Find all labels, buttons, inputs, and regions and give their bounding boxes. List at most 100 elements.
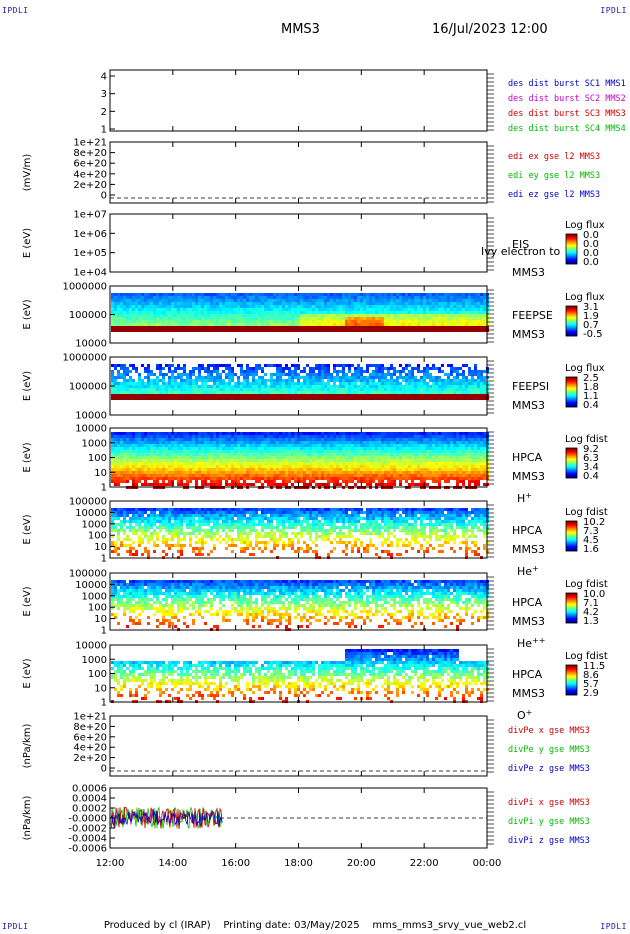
colorbar-swatch [566, 243, 577, 245]
colorbar-swatch [566, 318, 577, 320]
colorbar-swatch [566, 602, 577, 604]
y-tick-label: 1e+05 [73, 248, 107, 259]
colorbar-swatch [566, 308, 577, 310]
legend-entry: edi ex gse l2 MMS3 [508, 152, 600, 162]
colorbar-swatch [566, 463, 577, 465]
colorbar-swatch [566, 451, 577, 453]
colorbar-swatch [566, 462, 577, 464]
y-tick-label: 100000 [69, 382, 107, 393]
spectrogram-panel-4 [111, 293, 489, 332]
colorbar-swatch [566, 328, 577, 330]
colorbar-swatch [566, 247, 577, 249]
y-tick-label: 1e+07 [73, 210, 107, 221]
colorbar-swatch [566, 667, 577, 669]
colorbar-swatch [566, 388, 577, 390]
footer-script: mms_mms3_srvy_vue_web2.cl [372, 920, 527, 931]
colorbar-swatch [566, 327, 577, 329]
y-tick-label: 1000 [82, 591, 107, 602]
y-tick-label: 4e+20 [73, 169, 107, 180]
panel-5: 1000000 100000 10000 E (eV) FEEPSI MMS3 Log fl… [22, 353, 605, 422]
colorbar-swatch [566, 448, 577, 450]
colorbar-swatch [566, 255, 577, 257]
colorbar-swatch [566, 594, 577, 596]
y-axis-label: (mV/m) [22, 154, 33, 192]
y-tick-label: 100 [88, 603, 107, 614]
colorbar-swatch [566, 244, 577, 246]
y-tick-label: 4 [101, 72, 107, 83]
panel-9: 10000 1000 100 10 1 E (eV) HPCA MMS3 O+ Log fdist… [22, 641, 608, 723]
colorbar-swatch [566, 314, 577, 316]
y-tick-label: 1 [101, 554, 107, 565]
colorbar-swatch [566, 383, 577, 385]
colorbar-swatch [566, 542, 577, 544]
x-tick-label: 22:00 [410, 858, 439, 869]
colorbar-swatch [566, 534, 577, 536]
y-axis-label: E (eV) [22, 514, 33, 544]
colorbar-swatch [566, 401, 577, 403]
colorbar-swatch [566, 326, 577, 328]
colorbar-value: 5.7 [583, 679, 599, 690]
colorbar-swatch [566, 387, 577, 389]
spectrogram-panel-5 [111, 364, 489, 400]
colorbar-swatch [566, 242, 577, 244]
colorbar-swatch [566, 390, 577, 392]
colorbar-value: 4.5 [583, 535, 599, 546]
colorbar-swatch [566, 675, 577, 677]
colorbar-swatch [566, 545, 577, 547]
x-tick-label: 20:00 [347, 858, 376, 869]
y-axis-label: E (eV) [22, 658, 33, 688]
colorbar-swatch [566, 693, 577, 695]
colorbar-value: 1.1 [583, 391, 599, 402]
y-tick-label: 8e+20 [73, 148, 107, 159]
colorbar-swatch [566, 466, 577, 468]
colorbar-swatch [566, 261, 577, 263]
y-axis-label: E (eV) [22, 371, 33, 401]
colorbar-swatch [566, 686, 577, 688]
colorbar-value: 0.4 [583, 471, 599, 482]
legend-entry: edi ey gse l2 MMS3 [508, 171, 600, 181]
colorbar-swatch [566, 309, 577, 311]
colorbar-swatch [566, 238, 577, 240]
colorbar-swatch [566, 550, 577, 552]
spacecraft-label: MMS3 [512, 687, 545, 700]
colorbar-swatch [566, 312, 577, 314]
colorbar-swatch [566, 620, 577, 622]
colorbar-swatch [566, 521, 577, 523]
colorbar-swatch [566, 240, 577, 242]
panel-3: 1e+07 1e+06 1e+05 1e+04 E (eV) EIS MMS3 Ivy ele… [22, 210, 605, 280]
colorbar-swatch [566, 665, 577, 667]
colorbar-value: 0.0 [583, 257, 599, 268]
colorbar-swatch [566, 461, 577, 463]
colorbar-value: 0.0 [583, 239, 599, 250]
colorbar-swatch [566, 465, 577, 467]
x-tick-label: 12:00 [96, 858, 125, 869]
colorbar-swatch [566, 694, 577, 696]
colorbar-swatch [566, 616, 577, 618]
footer-producer: Produced by cl (IRAP) [103, 920, 211, 931]
legend-entry: des dist burst SC4 MMS4 [508, 124, 626, 134]
colorbar-swatch [566, 615, 577, 617]
colorbar-swatch [566, 253, 577, 255]
colorbar-value: 7.1 [583, 598, 599, 609]
spacecraft-label: MMS3 [512, 615, 545, 628]
colorbar-swatch [566, 598, 577, 600]
colorbar-swatch [566, 608, 577, 610]
colorbar-swatch [566, 524, 577, 526]
colorbar-swatch [566, 543, 577, 545]
spectrogram-panel-8 [111, 580, 489, 631]
colorbar-swatch [566, 533, 577, 535]
spacecraft-label: MMS3 [512, 543, 545, 556]
y-tick-label: 1000 [82, 438, 107, 449]
colorbar-swatch [566, 677, 577, 679]
colorbar-swatch [566, 450, 577, 452]
colorbar-swatch [566, 382, 577, 384]
colorbar-title: Log flux [565, 363, 605, 374]
colorbar-swatch [566, 313, 577, 315]
colorbar-swatch [566, 402, 577, 404]
colorbar-swatch [566, 321, 577, 323]
instrument-label: EIS [512, 238, 529, 251]
corner-tag-top-right: IPDLI [600, 6, 627, 15]
colorbar-swatch [566, 249, 577, 251]
